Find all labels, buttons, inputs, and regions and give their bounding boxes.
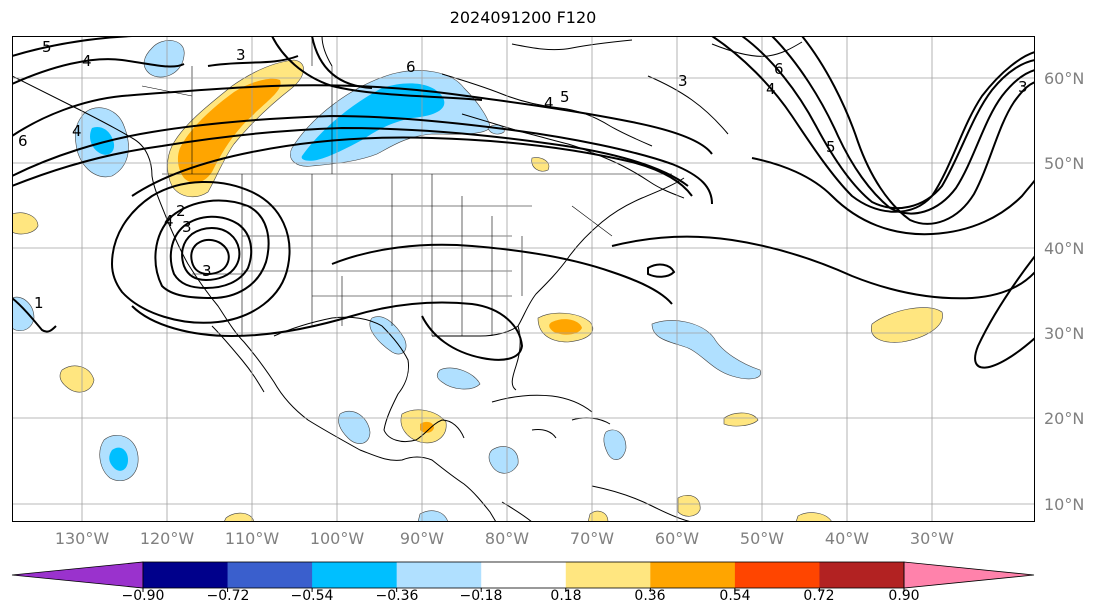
lon-tick-label: 30°W	[910, 529, 954, 548]
contour-label: 3	[1018, 78, 1028, 96]
negative-anomaly-region	[488, 446, 519, 474]
lon-tick-label: 50°W	[740, 529, 784, 548]
contour-label: 4	[82, 52, 92, 70]
lat-tick-label: 40°N	[1044, 239, 1084, 258]
lon-tick-label: 110°W	[225, 529, 280, 548]
negative-anomaly-region	[12, 296, 35, 331]
negative-anomaly-region	[436, 367, 481, 390]
lon-tick-label: 60°W	[655, 529, 699, 548]
negative-anomaly-region	[338, 410, 371, 444]
colorbar-segments	[11, 561, 1035, 592]
lon-tick-label: 90°W	[400, 529, 444, 548]
contour-label: 3	[202, 262, 212, 280]
colorbar-segment	[227, 562, 313, 588]
contour-label: 4	[544, 94, 554, 112]
longitude-axis: 130°W 120°W 110°W 100°W 90°W 80°W 70°W 6…	[55, 529, 954, 548]
contour-label: 1	[34, 294, 44, 312]
colorbar-ticks: −0.90 −0.72 −0.54 −0.36 −0.18 0.18 0.36 …	[122, 588, 920, 604]
colorbar-segment	[565, 562, 651, 588]
negative-anomaly-region	[109, 447, 128, 471]
contour-label: 6	[774, 60, 784, 78]
contour-label: 4	[766, 80, 776, 98]
colorbar-segment	[819, 562, 905, 588]
colorbar-tick-label: 0.36	[634, 588, 665, 604]
colorbar-tick-label: 0.54	[719, 588, 750, 604]
positive-anomaly-region	[549, 319, 582, 335]
colorbar-tick-label: −0.90	[122, 588, 165, 604]
contour-label: 3	[236, 46, 246, 64]
lon-tick-label: 40°W	[825, 529, 869, 548]
positive-anomaly-region	[420, 421, 434, 433]
positive-anomaly-region	[531, 157, 550, 172]
lon-tick-label: 100°W	[310, 529, 365, 548]
positive-anomaly-region	[677, 495, 701, 517]
contour-label: 6	[406, 58, 416, 76]
lat-tick-label: 20°N	[1044, 409, 1084, 428]
colorbar: −0.90 −0.72 −0.54 −0.36 −0.18 0.18 0.36 …	[11, 561, 1035, 604]
colorbar-segment	[312, 562, 398, 588]
colorbar-tick-label: −0.18	[460, 588, 503, 604]
lat-tick-label: 30°N	[1044, 324, 1084, 343]
latitude-axis: 60°N 50°N 40°N 30°N 20°N 10°N	[1044, 69, 1084, 514]
positive-anomaly-region	[723, 412, 759, 427]
coastlines	[12, 36, 803, 522]
negative-anomaly-region	[651, 320, 762, 380]
lat-tick-label: 50°N	[1044, 154, 1084, 173]
lon-tick-label: 120°W	[140, 529, 195, 548]
contour-label: 3	[182, 218, 192, 236]
positive-anomaly-region	[587, 510, 609, 522]
colorbar-tick-label: −0.72	[207, 588, 250, 604]
colorbar-extend-high	[903, 561, 1035, 589]
contour-labels: 5 4 3 6 4 5 3 6 4 5 3 6 4 2 3 4 3 1	[18, 38, 1028, 312]
negative-anomaly-region	[90, 126, 115, 155]
colorbar-outline	[142, 561, 905, 589]
weather-map: 5 4 3 6 4 5 3 6 4 5 3 6 4 2 3 4 3 1	[12, 36, 1035, 522]
colorbar-segment	[396, 562, 482, 588]
positive-anomaly-region	[871, 307, 943, 343]
contour-label: 3	[678, 72, 688, 90]
contour-label: 5	[826, 138, 836, 156]
map-title: 2024091200 F120	[449, 8, 597, 27]
contour-label: 2	[176, 202, 186, 220]
contour-label: 5	[560, 88, 570, 106]
lon-tick-label: 130°W	[55, 529, 110, 548]
negative-anomaly-region	[417, 510, 449, 522]
negative-anomaly-region	[143, 40, 185, 78]
colorbar-segment	[143, 562, 229, 588]
lon-tick-label: 70°W	[570, 529, 614, 548]
contour-label: 4	[72, 122, 82, 140]
contour-label: 6	[18, 132, 28, 150]
lat-tick-label: 10°N	[1044, 495, 1084, 514]
colorbar-segment	[650, 562, 736, 588]
colorbar-tick-label: −0.54	[291, 588, 334, 604]
contour-label: 5	[42, 38, 52, 56]
colorbar-tick-label: 0.72	[803, 588, 834, 604]
lon-tick-label: 80°W	[485, 529, 529, 548]
negative-anomaly-region	[369, 316, 407, 355]
positive-anomaly-region	[223, 512, 255, 522]
contour-label: 4	[164, 212, 174, 230]
colorbar-segment	[481, 562, 567, 588]
positive-anomaly-region	[59, 365, 95, 393]
colorbar-segment	[734, 562, 820, 588]
colorbar-tick-label: 0.90	[888, 588, 919, 604]
colorbar-extend-low	[11, 561, 144, 589]
contour-lines	[12, 36, 1035, 369]
lat-tick-label: 60°N	[1044, 69, 1084, 88]
positive-anomaly-region	[795, 512, 833, 522]
colorbar-tick-label: 0.18	[550, 588, 581, 604]
positive-anomaly-region	[12, 212, 39, 235]
positive-anomaly-region	[177, 78, 281, 183]
colorbar-tick-label: −0.36	[376, 588, 419, 604]
negative-anomaly-region	[603, 429, 627, 460]
